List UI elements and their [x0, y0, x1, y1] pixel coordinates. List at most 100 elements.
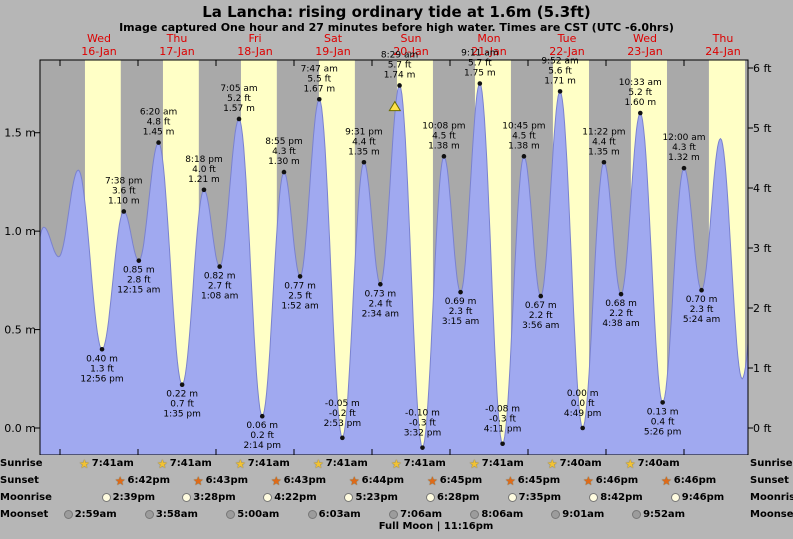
svg-text:Fri: Fri: [248, 32, 261, 45]
svg-text:10:33 am5.2 ft1.60 m: 10:33 am 5.2 ft 1.60 m: [619, 78, 662, 108]
svg-text:0.0 m: 0.0 m: [4, 422, 36, 435]
sunrise-star-icon: ★: [312, 456, 324, 471]
astro-time: 5:23pm: [355, 492, 398, 503]
svg-text:7:05 am5.2 ft1.57 m: 7:05 am 5.2 ft 1.57 m: [220, 84, 257, 114]
svg-text:-0.10 m-0.3 ft3:32 pm: -0.10 m -0.3 ft 3:32 pm: [404, 409, 442, 439]
svg-text:18-Jan: 18-Jan: [237, 45, 273, 58]
svg-text:10:08 pm4.5 ft1.38 m: 10:08 pm 4.5 ft 1.38 m: [422, 121, 465, 151]
astro-entry: ★ 7:41am: [157, 457, 212, 470]
tide-extreme-dot: [458, 289, 463, 295]
astro-entry: ★ 6:45pm: [505, 474, 560, 487]
astro-time: 6:45pm: [439, 475, 483, 486]
tide-extreme-dot: [580, 425, 585, 431]
svg-text:Tue: Tue: [557, 32, 577, 45]
axes: 1.5 m 1.0 m 0.5 m 0.0 m 6 ft 5 ft 4 ft 3 ft 2 ft…: [4, 60, 772, 455]
astro-entry: 8:42pm: [589, 491, 643, 504]
astro-entry: ★ 6:44pm: [349, 474, 404, 487]
astro-entry: ★ 6:43pm: [193, 474, 248, 487]
tide-extreme-dot: [699, 287, 704, 293]
tide-extreme-dot: [340, 435, 345, 441]
sunset-star-icon: ★: [426, 473, 438, 488]
tide-line: [40, 82, 748, 449]
svg-text:0.68 m2.2 ft4:38 am: 0.68 m 2.2 ft 4:38 am: [602, 299, 639, 329]
astro-entry: 9:52am: [632, 508, 685, 521]
astro-entry: 4:22pm: [263, 491, 317, 504]
svg-text:17-Jan: 17-Jan: [159, 45, 195, 58]
svg-text:12:00 am4.3 ft1.32 m: 12:00 am 4.3 ft 1.32 m: [662, 133, 705, 163]
tide-extreme-dot: [156, 140, 161, 145]
moonset-circle-icon: [226, 510, 236, 519]
tide-extreme-dot: [660, 400, 665, 405]
astro-entry: 7:35pm: [507, 491, 562, 504]
astro-entry: 7:06am: [389, 508, 442, 521]
tide-extreme-dot: [500, 441, 505, 447]
svg-text:3 ft: 3 ft: [753, 242, 772, 255]
svg-text:10:45 pm4.5 ft1.38 m: 10:45 pm 4.5 ft 1.38 m: [502, 121, 545, 151]
svg-text:16-Jan: 16-Jan: [81, 45, 117, 58]
moonset-circle-icon: [632, 510, 642, 519]
day-labels: Wed16-JanThu17-JanFri18-JanSat19-JanSun2…: [81, 32, 741, 58]
sunrise-row-label-right: Sunrise: [750, 458, 793, 469]
astro-time: 6:28pm: [437, 492, 480, 503]
moonrise-circle-icon: [182, 493, 192, 502]
svg-text:0.13 m0.4 ft5:26 pm: 0.13 m 0.4 ft 5:26 pm: [644, 407, 682, 437]
astro-entry: ★ 7:41am: [79, 457, 134, 470]
svg-text:0.5 m: 0.5 m: [4, 324, 36, 337]
current-time-marker-icon: [388, 100, 402, 112]
svg-text:Wed: Wed: [633, 32, 657, 45]
svg-text:Mon: Mon: [477, 32, 500, 45]
tide-extreme-dot: [521, 154, 527, 159]
astro-time: 2:39pm: [112, 492, 156, 503]
svg-text:24-Jan: 24-Jan: [705, 45, 741, 58]
svg-text:0.06 m0.2 ft2:14 pm: 0.06 m 0.2 ft 2:14 pm: [243, 421, 281, 451]
sunrise-star-icon: ★: [78, 456, 90, 471]
svg-text:11:22 pm4.4 ft1.35 m: 11:22 pm 4.4 ft 1.35 m: [582, 127, 625, 157]
astro-entry: ★ 7:41am: [391, 457, 446, 470]
astro-entry: 6:28pm: [426, 491, 479, 504]
svg-text:0 ft: 0 ft: [753, 422, 772, 435]
tide-extreme-dot: [361, 159, 367, 165]
astro-time: 6:44pm: [361, 475, 405, 486]
astro-entry: 9:01am: [551, 508, 604, 521]
sunset-star-icon: ★: [270, 473, 282, 488]
astro-time: 6:46pm: [595, 475, 639, 486]
tide-extreme-dot: [420, 445, 425, 450]
svg-text:Thu: Thu: [166, 32, 188, 45]
astro-time: 6:45pm: [517, 475, 561, 486]
astro-entry: ★ 7:41am: [469, 457, 524, 470]
tide-extreme-dot: [316, 96, 322, 102]
moonrise-circle-icon: [507, 493, 517, 502]
sunrise-star-icon: ★: [156, 456, 168, 471]
astro-time: 3:58am: [155, 509, 198, 520]
svg-text:Thu: Thu: [712, 32, 734, 45]
astro-time: 7:35pm: [518, 492, 562, 503]
tide-extreme-dot: [378, 281, 383, 287]
astro-time: 3:28pm: [193, 492, 236, 503]
astro-entry: 3:28pm: [182, 491, 236, 504]
tide-extreme-dot: [477, 81, 483, 86]
astro-entry: 6:03am: [307, 508, 361, 521]
svg-text:9:52 am5.6 ft1.71 m: 9:52 am 5.6 ft 1.71 m: [541, 56, 578, 86]
astro-time: 7:40am: [637, 458, 680, 469]
svg-text:0.77 m2.5 ft1:52 am: 0.77 m 2.5 ft 1:52 am: [281, 281, 318, 311]
svg-text:9:31 pm4.4 ft1.35 m: 9:31 pm 4.4 ft 1.35 m: [345, 127, 383, 157]
tide-area: [40, 83, 748, 455]
astro-time: 8:06am: [481, 509, 524, 520]
moonrise-circle-icon: [670, 493, 680, 502]
tide-extreme-dot: [681, 165, 687, 171]
astro-entry: ★ 6:46pm: [583, 474, 638, 487]
svg-text:8:55 pm4.3 ft1.30 m: 8:55 pm 4.3 ft 1.30 m: [265, 137, 303, 167]
svg-text:1.5 m: 1.5 m: [4, 127, 36, 140]
moonrise-circle-icon: [101, 493, 111, 502]
sunrise-star-icon: ★: [468, 456, 480, 471]
astro-time: 6:43pm: [205, 475, 249, 486]
tide-extreme-dot: [281, 169, 287, 175]
astro-entry: 2:39pm: [101, 491, 156, 504]
tide-extreme-dot: [538, 293, 544, 299]
svg-text:Sat: Sat: [324, 32, 343, 45]
sunset-star-icon: ★: [192, 473, 204, 488]
sunset-star-icon: ★: [660, 473, 672, 488]
